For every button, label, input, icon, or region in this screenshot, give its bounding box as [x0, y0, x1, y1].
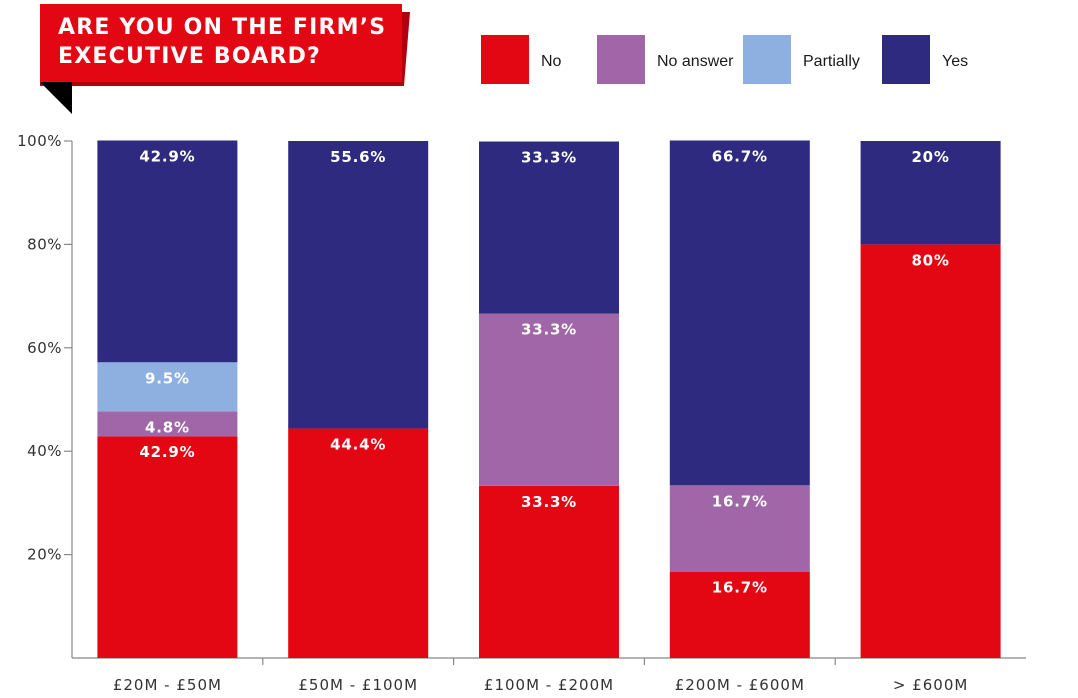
x-category-label-5: > £600M	[893, 676, 968, 694]
data-label-no-5: 80%	[911, 251, 949, 269]
bar-no-4	[669, 571, 810, 658]
x-category-label-3: £100M - £200M	[484, 676, 614, 694]
bars-group: 42.9% 4.8% 9.5% 42.9% 44.4% 55.6% 33.3% 33.3% 33…	[97, 140, 1001, 658]
data-label-no-3: 33.3%	[521, 493, 577, 511]
data-label-yes-2: 55.6%	[330, 148, 386, 166]
y-tick-label: 80%	[27, 235, 62, 253]
data-label-yes-3: 33.3%	[521, 149, 577, 167]
bar-no-answer-3	[479, 313, 619, 486]
chart-title-line-1: ARE YOU ON THE FIRM’S	[58, 15, 386, 40]
data-label-no-answer-3: 33.3%	[521, 321, 577, 339]
chart-title-line-2: EXECUTIVE BOARD?	[58, 44, 321, 69]
data-label-no-2: 44.4%	[330, 435, 386, 453]
x-category-label-1: £20M - £50M	[113, 676, 222, 694]
chart-legend: No No answer Partially Yes	[481, 35, 968, 84]
legend-swatch-yes	[882, 35, 930, 84]
data-label-yes-1: 42.9%	[139, 147, 195, 165]
legend-swatch-partially	[743, 35, 791, 84]
y-tick-label: 20%	[27, 546, 62, 564]
data-label-no-1: 42.9%	[139, 443, 195, 461]
legend-label-no-answer: No answer	[657, 53, 734, 70]
bar-yes-3	[479, 141, 619, 314]
bar-partially-1	[97, 362, 238, 412]
y-tick-label: 60%	[27, 339, 62, 357]
bar-no-answer-4	[669, 485, 810, 572]
bar-no-1	[97, 436, 238, 658]
legend-swatch-no	[481, 35, 529, 84]
title-banner-background	[40, 4, 402, 82]
y-tick-label: 100%	[17, 132, 62, 150]
data-label-yes-5: 20%	[911, 148, 949, 166]
title-banner-fold	[40, 82, 72, 114]
legend-label-yes: Yes	[942, 53, 968, 70]
chart-title-banner: ARE YOU ON THE FIRM’S EXECUTIVE BOARD?	[40, 4, 410, 114]
x-category-label-4: £200M - £600M	[675, 676, 805, 694]
data-label-no-answer-4: 16.7%	[712, 492, 768, 510]
legend-swatch-no-answer	[597, 35, 645, 84]
bar-yes-2	[288, 141, 429, 429]
data-label-no-answer-1: 4.8%	[145, 418, 190, 436]
bar-no-answer-1	[97, 411, 238, 437]
legend-label-no: No	[541, 53, 562, 70]
bar-no-2	[288, 428, 429, 658]
bar-yes-1	[97, 140, 238, 363]
x-category-label-2: £50M - £100M	[298, 676, 418, 694]
x-axis-labels: £20M - £50M £50M - £100M £100M - £200M £200…	[113, 658, 968, 694]
bar-no-5	[860, 244, 1001, 658]
data-label-yes-4: 66.7%	[712, 147, 768, 165]
y-tick-label: 40%	[27, 442, 62, 460]
bar-yes-4	[669, 140, 810, 486]
bar-yes-5	[860, 141, 1001, 245]
data-label-no-4: 16.7%	[712, 579, 768, 597]
data-label-partially-1: 9.5%	[145, 369, 190, 387]
legend-label-partially: Partially	[803, 53, 860, 70]
bar-no-3	[479, 485, 619, 658]
